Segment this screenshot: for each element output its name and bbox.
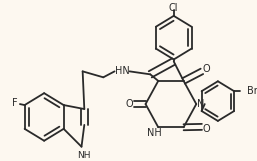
Text: O: O	[203, 124, 210, 134]
Text: Br: Br	[247, 86, 257, 96]
Text: NH: NH	[147, 128, 162, 138]
Text: NH: NH	[77, 151, 90, 160]
Text: O: O	[203, 64, 210, 74]
Text: N: N	[197, 99, 205, 109]
Text: Cl: Cl	[169, 3, 178, 13]
Text: O: O	[126, 99, 133, 109]
Text: F: F	[12, 98, 18, 108]
Text: HN: HN	[115, 66, 130, 76]
